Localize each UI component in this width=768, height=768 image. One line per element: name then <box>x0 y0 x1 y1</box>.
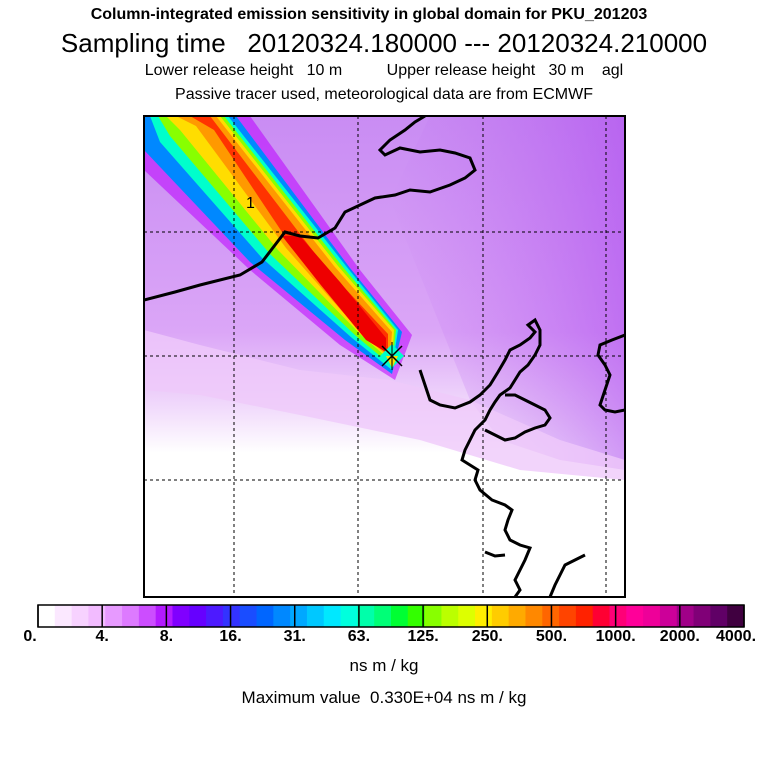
colorbar-swatch <box>155 605 173 627</box>
colorbar-tick-label: 500. <box>535 628 568 645</box>
colorbar-swatch <box>273 605 291 627</box>
colorbar-swatch <box>122 605 140 627</box>
colorbar-swatch <box>525 605 543 627</box>
colorbar-swatch <box>323 605 342 627</box>
colorbar-tick-label: 4000. <box>715 628 757 645</box>
colorbar-swatch <box>222 605 241 627</box>
colorbar-swatch <box>54 605 73 627</box>
maximum-value: Maximum value 0.330E+04 ns m / kg <box>241 688 527 707</box>
sampling-time: Sampling time 20120324.180000 --- 201203… <box>60 28 708 58</box>
colorbar-tick-label: 250. <box>471 628 503 645</box>
coastline <box>484 393 552 442</box>
colorbar-swatch <box>38 605 56 627</box>
colorbar-swatch <box>458 605 476 627</box>
colorbar-swatch <box>659 605 678 627</box>
colorbar-swatch <box>559 605 577 627</box>
coastline <box>548 553 586 597</box>
colorbar <box>37 604 745 628</box>
colorbar-swatch <box>88 605 106 627</box>
colorbar-tick-label: 0. <box>23 628 37 645</box>
colorbar-swatch <box>105 605 123 627</box>
colorbar-swatch <box>340 605 358 627</box>
sensitivity-map: 1 <box>143 115 626 598</box>
colorbar-swatch <box>256 605 274 627</box>
colorbar-tick-label: 125. <box>407 628 439 645</box>
colorbar-tick-label: 16. <box>219 628 242 645</box>
colorbar-tick-labels: 0. 4. 8. 16. 31. 63. 125. 250. 500. 1000. 2000. 400… <box>0 628 768 650</box>
map-frame <box>143 115 626 598</box>
colorbar-tick-label: 8. <box>159 628 174 645</box>
colorbar-tick-label: 4. <box>95 628 109 645</box>
colorbar-swatch <box>71 605 89 627</box>
colorbar-swatch <box>407 605 426 627</box>
colorbar-swatch <box>676 605 695 627</box>
colorbar-swatch <box>693 605 711 627</box>
colorbar-tick-label: 31. <box>283 628 306 645</box>
colorbar-swatch <box>710 605 728 627</box>
release-height: Lower release height 10 m Upper release … <box>144 62 624 79</box>
colorbar-swatch <box>592 605 611 627</box>
colorbar-swatch <box>306 605 325 627</box>
plume-core <box>282 236 386 352</box>
colorbar-swatch <box>508 605 526 627</box>
colorbar-swatch <box>441 605 459 627</box>
colorbar-tick-label: 2000. <box>659 628 700 645</box>
sensitivity-field-lower <box>144 330 625 480</box>
colorbar-swatch <box>424 605 442 627</box>
release-site-marker <box>380 342 404 370</box>
colorbar-swatch <box>172 605 190 627</box>
colorbar-swatch <box>374 605 392 627</box>
sensitivity-field-east <box>390 116 625 470</box>
data-source-note: Passive tracer used, meteorological data… <box>175 86 593 103</box>
colorbar-swatch <box>206 605 224 627</box>
colorbar-swatch <box>475 605 493 627</box>
plume-contour-label: 1 <box>246 195 255 212</box>
colorbar-units: ns m / kg <box>349 656 419 675</box>
colorbar-swatch <box>727 605 745 627</box>
map-title: Column-integrated emission sensitivity i… <box>90 6 648 23</box>
colorbar-swatch <box>189 605 207 627</box>
coastline <box>484 550 506 558</box>
coastline <box>144 116 477 302</box>
colorbar-swatch <box>575 605 594 627</box>
colorbar-swatch <box>239 605 258 627</box>
colorbar-swatch <box>643 605 661 627</box>
colorbar-frame <box>37 604 745 628</box>
colorbar-swatch <box>357 605 375 627</box>
coastline <box>596 333 625 414</box>
colorbar-swatch <box>491 605 510 627</box>
colorbar-swatch <box>626 605 644 627</box>
colorbar-tick-label: 63. <box>347 628 371 645</box>
colorbar-swatch <box>391 605 409 627</box>
colorbar-swatch <box>138 605 157 627</box>
colorbar-tick-label: 1000. <box>595 628 636 645</box>
coastline <box>418 317 542 597</box>
colorbar-swatch <box>609 605 627 627</box>
colorbar-swatch <box>290 605 308 627</box>
